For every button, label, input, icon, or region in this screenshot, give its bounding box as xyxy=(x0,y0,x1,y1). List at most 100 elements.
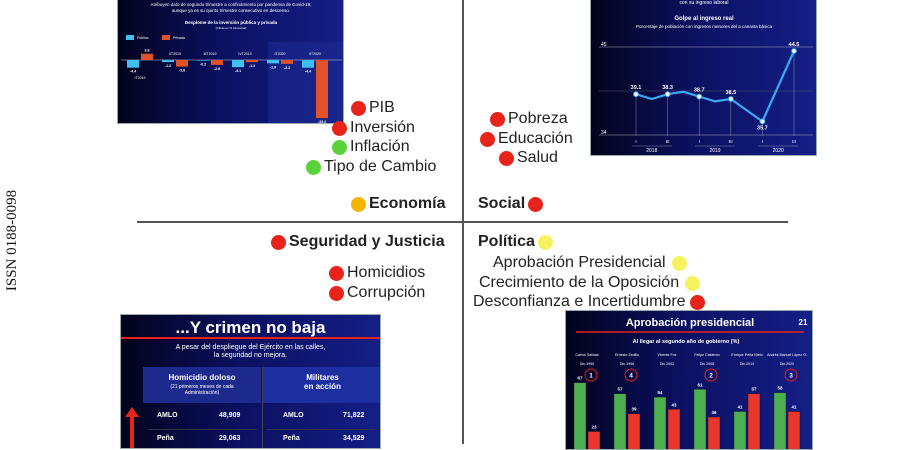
bar-value-label: -4.4 xyxy=(305,70,311,74)
bar-value-label: -4.4 xyxy=(130,70,136,74)
bar-value-label: -0.2 xyxy=(200,62,206,66)
status-dot xyxy=(528,196,544,212)
horizontal-axis xyxy=(137,221,788,223)
quadrant-seguridad: Seguridad y Justicia xyxy=(271,233,445,251)
bar-privada xyxy=(316,60,328,119)
item-label: Inversión xyxy=(350,119,415,136)
col1-note-2: Administración) xyxy=(184,390,220,396)
status-dot xyxy=(332,139,347,155)
ingreso-chart-inset: con su ingreso laboral Golpe al ingreso r… xyxy=(590,0,817,156)
highlight-2020 xyxy=(268,42,343,123)
rank-number: 1 xyxy=(589,373,593,380)
item-label: Homicidios xyxy=(347,264,426,281)
data-point xyxy=(759,118,766,125)
row-divider xyxy=(267,429,375,430)
page-number: 21 xyxy=(799,318,808,327)
item-tipo-de-cambio: Tipo de Cambio xyxy=(306,158,436,176)
y-tick-label: 45 xyxy=(601,42,607,48)
bar-desaprueba xyxy=(747,393,761,449)
bar-value-label: -1.2 xyxy=(249,64,255,68)
bar-value-label: -1.9 xyxy=(270,65,276,69)
col1-note-1: (21 primeros meses de cada xyxy=(170,384,234,390)
bar-value-label: 41 xyxy=(791,404,797,409)
bar-value-label: 61 xyxy=(697,382,703,387)
series-line xyxy=(635,50,796,124)
data-point xyxy=(664,91,671,98)
bar-aprueba xyxy=(573,382,587,449)
header-line-2: aunque ya es su quinto trimestre consecu… xyxy=(172,8,290,13)
bar-value-label: -33.2 xyxy=(318,120,326,124)
status-dot xyxy=(306,159,321,175)
item-inflacion: Inflación xyxy=(332,138,410,156)
bar-value-label: 54 xyxy=(657,390,663,395)
bar-pública xyxy=(127,60,139,68)
inversion-chart-inset: Atribuyen dato de segundo trimestre a co… xyxy=(117,0,344,124)
period-label: Dic.1990 xyxy=(580,362,594,366)
chart-subtitle: (Cifras en % trimestral) xyxy=(216,26,247,30)
title-underline xyxy=(121,337,380,339)
crimen-title: ...Y crimen no baja xyxy=(175,318,326,337)
bar-privada xyxy=(281,60,293,64)
bar-desaprueba xyxy=(787,411,801,449)
president-name: Vicente Fox xyxy=(658,353,677,357)
issn-label: ISSN 0188-0098 xyxy=(4,189,21,292)
president-name: Carlos Salinas xyxy=(575,353,598,357)
homicidios-value: 48,909 xyxy=(219,412,241,419)
rank-circle xyxy=(624,368,638,382)
col2-header: Militares en acción xyxy=(263,367,380,403)
data-label: 39.1 xyxy=(631,85,642,91)
row-name: AMLO xyxy=(283,412,304,419)
rank-circle xyxy=(584,368,598,382)
col2-title-2: en acción xyxy=(304,382,341,391)
president-name: Enrique Peña Nieto xyxy=(731,353,762,357)
president-name: Andrés Manuel López O. xyxy=(767,353,807,357)
data-point xyxy=(633,91,639,98)
bar-privada xyxy=(141,53,153,60)
rank-number: 4 xyxy=(629,373,633,380)
status-dot xyxy=(499,150,514,166)
category-label: IIIT2019 xyxy=(204,52,217,56)
homicidios-value: 29,063 xyxy=(219,435,241,442)
legend-label: Pública xyxy=(137,36,149,40)
quadrant-politica: Política xyxy=(478,233,553,251)
crimen-subtitle-2: la seguridad no mejora. xyxy=(213,352,288,359)
quarter-tick-label: I xyxy=(699,139,700,144)
status-dot xyxy=(480,131,495,147)
president-name: Ernesto Zedillo xyxy=(615,353,639,357)
chart-subtitle: Porcentaje de población con ingresos men… xyxy=(636,24,773,29)
data-label: 44.5 xyxy=(789,42,800,48)
quadrant-economia: Economía xyxy=(351,195,445,213)
chart-title: Aprobación presidencial xyxy=(626,317,754,329)
column-divider xyxy=(262,367,263,448)
legend-swatch xyxy=(126,35,134,40)
item-label: Tipo de Cambio xyxy=(324,158,437,175)
item-label: Corrupción xyxy=(347,284,426,301)
data-point xyxy=(727,96,734,102)
status-dot xyxy=(271,234,286,250)
header-line-1: Atribuyen dato de segundo trimestre a co… xyxy=(150,2,311,7)
bar-privada xyxy=(211,60,223,65)
legend-swatch xyxy=(162,35,170,40)
bar-value-label: 57 xyxy=(751,387,757,392)
quarter-tick-label: III xyxy=(792,139,796,144)
data-label: 38.3 xyxy=(662,85,673,91)
bar-value-label: 67 xyxy=(577,376,583,381)
bar-desaprueba xyxy=(627,413,641,449)
col1-title: Homicidio doloso xyxy=(168,373,236,382)
item-pib: PIB xyxy=(351,99,395,117)
quarter-tick-label: I xyxy=(635,139,636,144)
militares-value: 71,822 xyxy=(343,412,365,419)
bar-value-label: 43 xyxy=(671,402,677,407)
item-label: PIB xyxy=(369,99,395,116)
item-salud: Salud xyxy=(499,149,558,167)
period-label: Dic.2008 xyxy=(700,362,714,366)
data-label: 38.5 xyxy=(725,90,736,96)
bar-pública xyxy=(267,60,279,64)
status-dot xyxy=(329,285,344,301)
rank-number: 2 xyxy=(709,373,713,380)
bar-value-label: 23 xyxy=(591,424,597,429)
row-name: Peña xyxy=(157,435,174,442)
rank-number: 3 xyxy=(789,373,793,380)
quadrant-title: Seguridad y Justicia xyxy=(289,233,445,250)
category-label: IIT2019 xyxy=(169,52,181,56)
